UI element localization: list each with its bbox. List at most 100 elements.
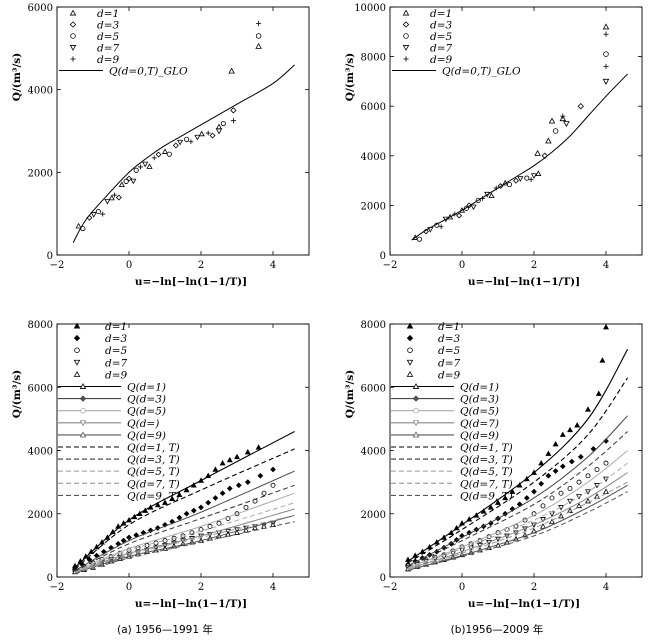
legend-marker bbox=[69, 21, 77, 28]
glo-fit-curve bbox=[72, 64, 295, 243]
y-axis-title: Q/(m³/s) bbox=[11, 370, 23, 418]
data-point bbox=[470, 204, 477, 211]
legend-label: Q(d=7, T) bbox=[127, 478, 180, 490]
data-point bbox=[416, 236, 423, 242]
legend-marker bbox=[73, 334, 81, 342]
data-point bbox=[559, 431, 566, 437]
data-point bbox=[162, 538, 168, 544]
x-tick-label: 0 bbox=[126, 582, 132, 593]
data-point bbox=[438, 224, 444, 230]
legend-label: Q(d=3, T) bbox=[460, 454, 513, 466]
data-point bbox=[205, 130, 211, 136]
legend-label: d=3 bbox=[97, 20, 120, 32]
legend-label: Q(d=1) bbox=[460, 382, 499, 394]
y-tick-label: 8000 bbox=[361, 320, 386, 331]
glo-fit-curve bbox=[411, 73, 628, 241]
y-tick-label: 4000 bbox=[361, 152, 386, 163]
x-tick-label: 0 bbox=[126, 260, 132, 271]
fit-curve bbox=[74, 470, 295, 572]
plot-area bbox=[405, 324, 629, 572]
data-point bbox=[212, 495, 219, 501]
data-point bbox=[118, 181, 125, 188]
data-point bbox=[209, 132, 216, 139]
legend-label: d=1 bbox=[97, 8, 119, 20]
legend-label: Q(d=0,T)_GLO bbox=[442, 66, 521, 78]
data-point bbox=[602, 78, 610, 85]
legend-marker bbox=[402, 45, 410, 51]
data-point bbox=[257, 472, 264, 479]
legend-marker bbox=[73, 322, 81, 329]
x-tick-label: −2 bbox=[50, 260, 65, 271]
data-point-d1 bbox=[602, 23, 610, 30]
legend-label: d=1 bbox=[438, 321, 460, 333]
data-point bbox=[540, 503, 546, 509]
data-point bbox=[188, 139, 194, 145]
fit-curve bbox=[74, 508, 295, 573]
legend-marker bbox=[69, 45, 77, 51]
plot-area bbox=[72, 20, 295, 243]
data-point bbox=[530, 173, 538, 179]
data-point bbox=[256, 20, 262, 27]
data-point bbox=[146, 163, 153, 169]
y-tick-label: 2000 bbox=[361, 510, 386, 521]
legend-label: d=9 bbox=[97, 54, 120, 66]
data-point bbox=[108, 194, 115, 201]
data-point bbox=[100, 211, 106, 217]
fit-curve bbox=[74, 521, 295, 575]
data-point bbox=[270, 466, 276, 473]
legend-marker bbox=[407, 347, 413, 353]
data-point bbox=[176, 491, 183, 498]
legend-marker bbox=[69, 9, 77, 16]
y-tick-label: 2000 bbox=[28, 168, 53, 179]
data-point bbox=[166, 151, 172, 157]
legend-marker bbox=[79, 431, 87, 438]
legend-label: d=3 bbox=[438, 333, 461, 345]
legend-marker bbox=[79, 383, 87, 389]
legend-label: d=9 bbox=[438, 369, 461, 381]
data-point bbox=[104, 198, 111, 205]
data-point-d1 bbox=[545, 137, 552, 144]
legend-label: Q(d=7, T) bbox=[460, 478, 513, 490]
fit-curve bbox=[407, 349, 629, 562]
fit-curve bbox=[74, 431, 295, 568]
x-tick-label: 4 bbox=[270, 582, 276, 593]
legend-label: d=3 bbox=[430, 20, 453, 32]
data-point bbox=[545, 472, 552, 479]
data-point bbox=[215, 123, 223, 130]
legend-marker bbox=[406, 359, 414, 366]
data-point bbox=[234, 453, 240, 460]
legend-label: d=7 bbox=[438, 357, 461, 369]
legend-marker bbox=[412, 395, 420, 402]
legend-label: Q(d=7) bbox=[460, 418, 499, 430]
data-point bbox=[567, 485, 573, 491]
caption-b: (b)1956—2009 年 bbox=[451, 623, 544, 636]
data-point bbox=[576, 479, 582, 485]
data-point bbox=[235, 482, 242, 489]
fit-curve bbox=[407, 377, 629, 564]
legend-label: d=5 bbox=[430, 31, 453, 43]
data-point bbox=[595, 390, 602, 396]
data-point bbox=[540, 517, 546, 523]
data-point bbox=[599, 357, 606, 363]
data-point bbox=[603, 324, 609, 330]
data-point bbox=[585, 406, 591, 412]
x-axis-title: u=−ln[−ln(1−1/T)] bbox=[135, 276, 247, 288]
data-point bbox=[177, 139, 184, 146]
x-tick-label: −2 bbox=[383, 582, 398, 593]
data-point bbox=[212, 466, 219, 472]
data-point bbox=[220, 120, 226, 127]
data-point bbox=[234, 529, 240, 535]
data-point bbox=[513, 177, 519, 184]
data-point bbox=[545, 450, 552, 456]
y-tick-label: 0 bbox=[380, 573, 386, 584]
y-tick-label: 6000 bbox=[361, 102, 386, 113]
data-point bbox=[603, 460, 609, 466]
data-point bbox=[495, 499, 501, 505]
x-tick-label: 0 bbox=[459, 582, 465, 593]
plot-area bbox=[72, 431, 295, 575]
y-tick-label: 4000 bbox=[361, 447, 386, 458]
legend-label: d=5 bbox=[105, 345, 128, 357]
legend-marker bbox=[406, 334, 414, 342]
data-point bbox=[524, 175, 530, 181]
data-point bbox=[130, 178, 137, 185]
